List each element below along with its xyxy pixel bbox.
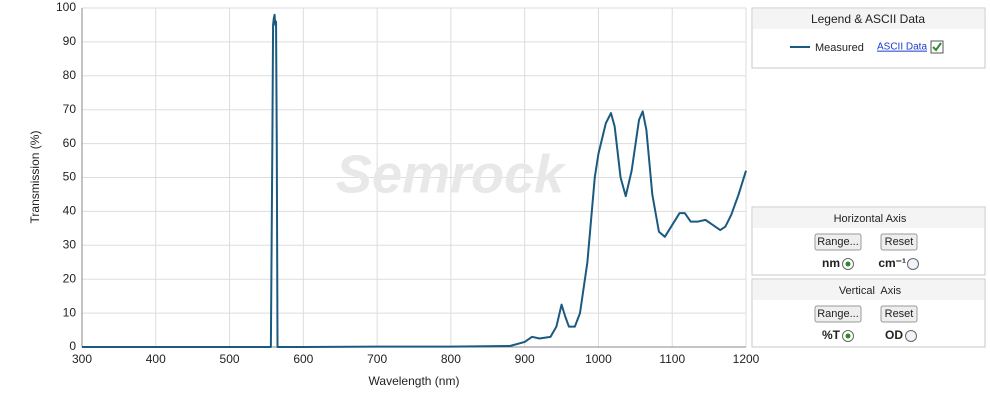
radio-label: OD bbox=[885, 328, 903, 342]
y-tick-label: 100 bbox=[56, 0, 76, 14]
horizontal-axis-panel: Horizontal Axis Range... Reset nm cm⁻¹ bbox=[751, 206, 986, 276]
y-tick-label: 40 bbox=[63, 204, 77, 218]
x-tick-label: 1200 bbox=[733, 352, 760, 366]
button-label[interactable]: Range... bbox=[817, 308, 859, 320]
y-tick-label: 10 bbox=[63, 305, 77, 319]
y-axis-title: Transmission (%) bbox=[28, 131, 42, 224]
range-button[interactable] bbox=[814, 305, 862, 323]
radio-label: %T bbox=[822, 328, 841, 342]
y-tick-label: 90 bbox=[63, 34, 77, 48]
ascii-link[interactable]: ASCII Data bbox=[877, 42, 927, 53]
y-tick-label: 20 bbox=[63, 271, 77, 285]
panel-header bbox=[753, 280, 984, 300]
range-button[interactable] bbox=[814, 233, 862, 251]
reset-button[interactable] bbox=[880, 305, 918, 323]
panel-header bbox=[753, 208, 984, 228]
radio-button[interactable] bbox=[905, 330, 917, 342]
x-tick-label: 900 bbox=[515, 352, 535, 366]
panel-header bbox=[753, 9, 984, 29]
x-tick-label: 600 bbox=[293, 352, 313, 366]
axes: 0 10 20 30 40 50 60 70 80 90 100 300 400 500 600 700 800… bbox=[56, 0, 760, 366]
y-tick-label: 0 bbox=[69, 339, 76, 353]
panel-title: Horizontal Axis bbox=[834, 213, 907, 225]
panel-title: Legend & ASCII Data bbox=[811, 12, 925, 26]
button-label[interactable]: Range... bbox=[817, 236, 859, 248]
legend-panel: Legend & ASCII Data Measured ASCII Data bbox=[751, 7, 986, 69]
y-tick-label: 70 bbox=[63, 102, 77, 116]
y-tick-label: 60 bbox=[63, 136, 77, 150]
vertical-axis-panel: Vertical Axis Range... Reset %T OD bbox=[751, 278, 986, 348]
radio-dot bbox=[845, 261, 851, 267]
y-tick-label: 30 bbox=[63, 237, 77, 251]
y-tick-label: 80 bbox=[63, 68, 77, 82]
radio-label: nm bbox=[822, 256, 840, 270]
checkmark bbox=[932, 42, 942, 52]
x-tick-label: 300 bbox=[72, 352, 92, 366]
data-line bbox=[82, 13, 747, 348]
radio-button[interactable] bbox=[907, 258, 919, 270]
y-tick-label: 50 bbox=[63, 170, 77, 184]
radio-label: cm⁻¹ bbox=[878, 256, 906, 270]
radio-dot bbox=[845, 333, 851, 339]
x-axis-title: Wavelength (nm) bbox=[369, 374, 460, 388]
button-label[interactable]: Reset bbox=[885, 308, 914, 320]
reset-button[interactable] bbox=[880, 233, 918, 251]
x-tick-label: 1000 bbox=[585, 352, 612, 366]
x-tick-label: 1100 bbox=[659, 352, 685, 366]
button-label[interactable]: Reset bbox=[885, 236, 914, 248]
x-tick-label: 700 bbox=[367, 352, 387, 366]
x-tick-label: 800 bbox=[441, 352, 461, 366]
x-tick-label: 500 bbox=[220, 352, 240, 366]
panel-title: Vertical Axis bbox=[839, 285, 902, 297]
watermark: Semrock bbox=[336, 144, 567, 204]
x-tick-label: 400 bbox=[146, 352, 166, 366]
legend-label: Measured bbox=[815, 42, 864, 54]
